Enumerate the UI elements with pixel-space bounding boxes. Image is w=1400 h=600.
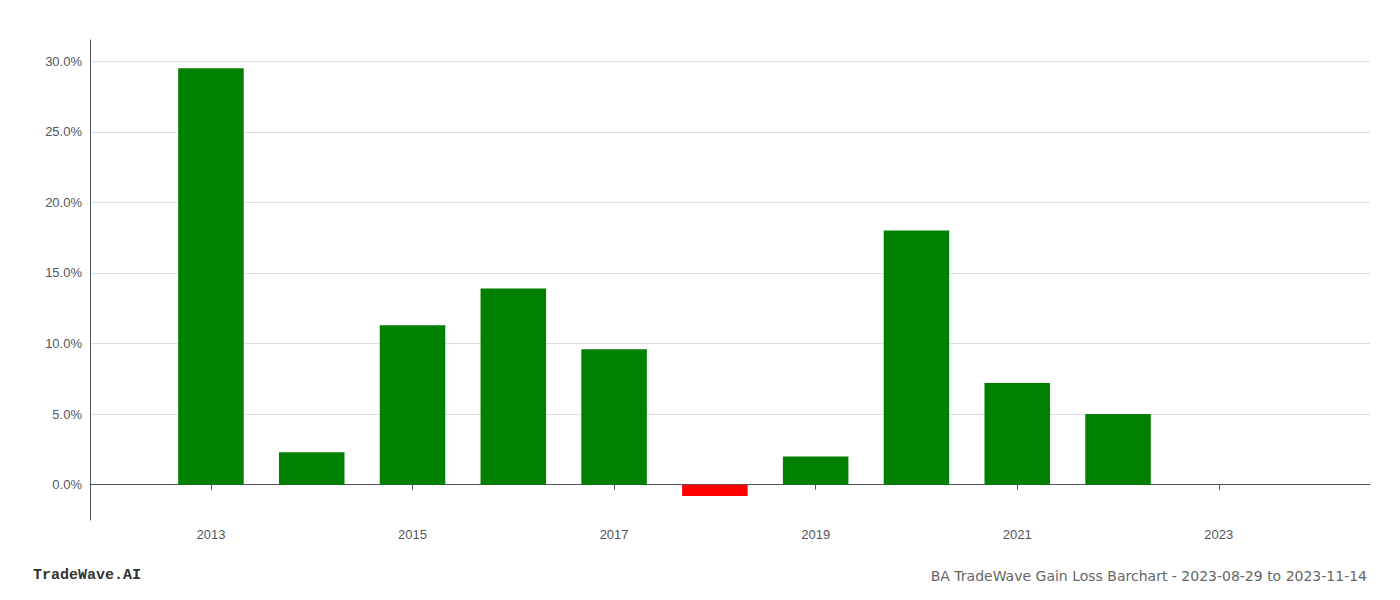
svg-text:BA TradeWave Gain Loss Barchar: BA TradeWave Gain Loss Barchart - 2023-0… — [931, 568, 1367, 584]
svg-text:2013: 2013 — [196, 527, 225, 542]
svg-text:10.0%: 10.0% — [45, 336, 82, 351]
svg-text:2019: 2019 — [801, 527, 830, 542]
svg-text:30.0%: 30.0% — [45, 54, 82, 69]
svg-text:2021: 2021 — [1003, 527, 1032, 542]
svg-text:15.0%: 15.0% — [45, 265, 82, 280]
svg-text:25.0%: 25.0% — [45, 124, 82, 139]
svg-text:TradeWave.AI: TradeWave.AI — [33, 567, 141, 584]
svg-text:0.0%: 0.0% — [52, 477, 82, 492]
svg-text:2017: 2017 — [600, 527, 629, 542]
svg-text:5.0%: 5.0% — [52, 407, 82, 422]
svg-text:20.0%: 20.0% — [45, 195, 82, 210]
svg-text:2015: 2015 — [398, 527, 427, 542]
svg-text:2023: 2023 — [1204, 527, 1233, 542]
